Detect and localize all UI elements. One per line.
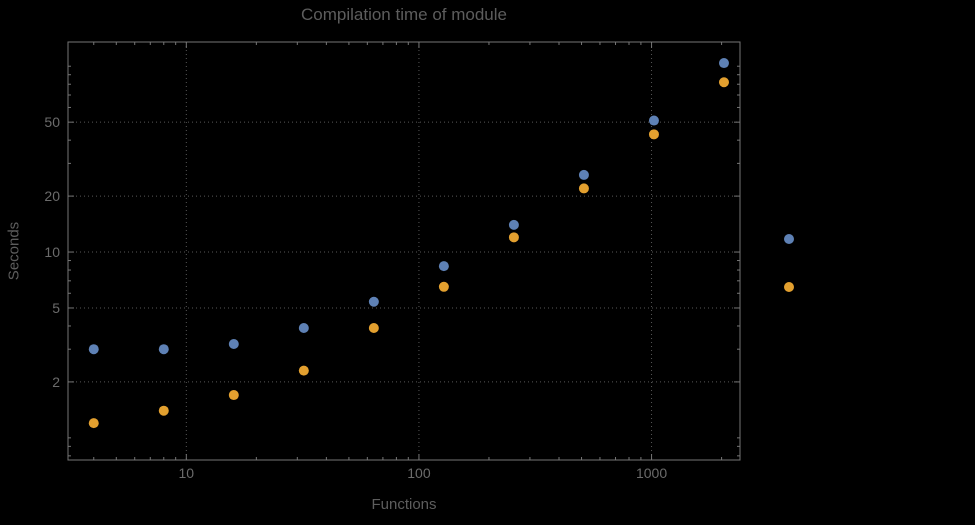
data-point-series-1 bbox=[718, 58, 729, 69]
data-point-series-2 bbox=[298, 365, 309, 376]
data-point-series-1 bbox=[158, 344, 169, 355]
y-tick-label: 5 bbox=[52, 300, 60, 316]
y-tick-label: 10 bbox=[44, 244, 60, 260]
data-point-series-1 bbox=[578, 169, 589, 180]
data-point-series-1 bbox=[648, 115, 659, 126]
chart-title: Compilation time of module bbox=[301, 5, 507, 24]
data-point-series-1 bbox=[438, 261, 449, 272]
x-tick-label: 10 bbox=[179, 465, 195, 481]
data-point-series-1 bbox=[228, 338, 239, 349]
data-point-series-2 bbox=[228, 390, 239, 401]
y-tick-label: 2 bbox=[52, 374, 60, 390]
data-point-series-2 bbox=[578, 183, 589, 194]
y-tick-label: 20 bbox=[44, 188, 60, 204]
y-tick-label: 50 bbox=[44, 114, 60, 130]
x-axis-label: Functions bbox=[371, 496, 437, 513]
data-point-series-2 bbox=[718, 77, 729, 88]
data-point-series-2 bbox=[158, 405, 169, 416]
data-point-series-1 bbox=[298, 323, 309, 334]
data-point-series-2 bbox=[88, 418, 99, 429]
data-point-series-1 bbox=[368, 296, 379, 307]
data-point-series-2 bbox=[508, 232, 519, 243]
x-tick-label: 1000 bbox=[636, 465, 667, 481]
plot-frame bbox=[67, 41, 741, 461]
data-point-series-2 bbox=[648, 129, 659, 140]
data-point-series-1 bbox=[508, 219, 519, 230]
legend-marker-series-2 bbox=[784, 282, 794, 292]
data-point-series-2 bbox=[438, 281, 449, 292]
x-tick-label: 100 bbox=[407, 465, 431, 481]
legend-marker-series-1 bbox=[784, 234, 794, 244]
data-point-series-2 bbox=[368, 323, 379, 334]
data-point-series-1 bbox=[88, 344, 99, 355]
